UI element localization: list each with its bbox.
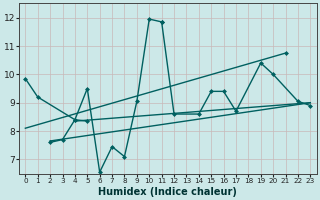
X-axis label: Humidex (Indice chaleur): Humidex (Indice chaleur) (98, 187, 237, 197)
